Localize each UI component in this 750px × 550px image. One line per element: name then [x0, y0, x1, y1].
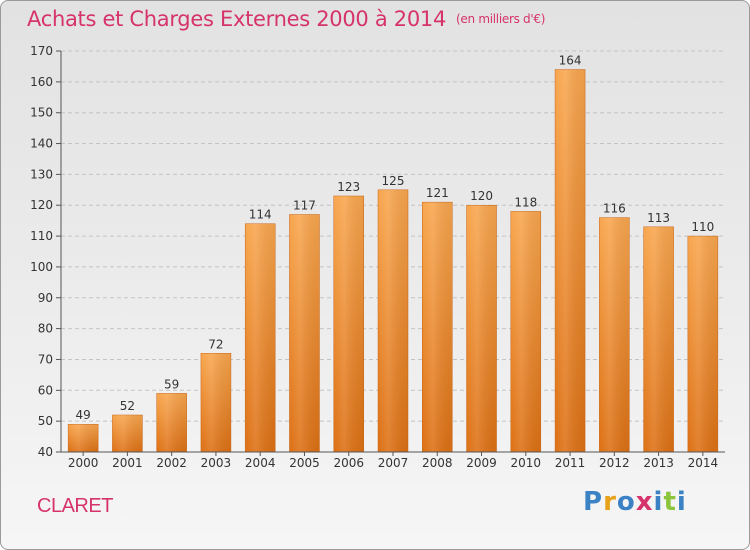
value-label-2003: 72 — [208, 337, 223, 351]
labels-layer: 49 2000 52 2001 59 2002 72 2003 114 2004 117 2005 12… — [68, 54, 718, 470]
bar-shine-2005 — [289, 214, 320, 452]
proxiti-logo[interactable]: Proxiti — [583, 487, 687, 517]
logo-letter: o — [616, 487, 636, 517]
y-tick-label-130: 130 — [30, 167, 53, 181]
bar-shine-2002 — [156, 393, 187, 452]
bar-shine-2010 — [510, 211, 541, 452]
bar-shine-2013 — [643, 226, 674, 452]
x-tick-label-2001: 2001 — [112, 456, 143, 470]
logo-letter: t — [663, 487, 677, 517]
y-tick-label-70: 70 — [38, 352, 53, 366]
value-label-2009: 120 — [470, 189, 493, 203]
value-label-2002: 59 — [164, 377, 179, 391]
place-name: CLARET — [37, 495, 113, 517]
bar-shine-2014 — [687, 236, 718, 452]
value-label-2012: 116 — [603, 202, 626, 216]
x-tick-label-2008: 2008 — [422, 456, 453, 470]
y-tick-label-120: 120 — [30, 198, 53, 212]
y-tick-label-90: 90 — [38, 291, 53, 305]
x-tick-label-2006: 2006 — [333, 456, 364, 470]
axis-layer: 40 50 60 70 80 90 100 110 120 130 140 150 160 170 — [30, 44, 725, 459]
x-tick-label-2011: 2011 — [555, 456, 586, 470]
value-label-2010: 118 — [514, 195, 537, 209]
y-tick-label-60: 60 — [38, 383, 53, 397]
bar-shine-2009 — [466, 205, 497, 452]
logo-letter: P — [583, 487, 604, 517]
value-label-2006: 123 — [337, 180, 360, 194]
x-tick-label-2007: 2007 — [378, 456, 409, 470]
chart-unit: (en milliers d'€) — [456, 12, 546, 26]
bar-shine-2007 — [378, 189, 408, 453]
y-tick-label-140: 140 — [30, 137, 53, 151]
x-tick-label-2005: 2005 — [289, 456, 320, 470]
value-label-2014: 110 — [691, 220, 714, 234]
value-label-2008: 121 — [426, 186, 449, 200]
x-tick-label-2000: 2000 — [68, 456, 99, 470]
x-tick-label-2002: 2002 — [156, 456, 187, 470]
bar-shine-2006 — [333, 195, 364, 452]
bar-shine-2008 — [422, 202, 453, 452]
bars-layer — [67, 69, 719, 453]
bar-shine-2000 — [68, 424, 99, 452]
y-tick-label-50: 50 — [38, 414, 53, 428]
x-tick-label-2013: 2013 — [643, 456, 674, 470]
x-tick-label-2004: 2004 — [245, 456, 276, 470]
logo-letter: i — [653, 487, 664, 517]
y-tick-label-40: 40 — [38, 445, 53, 459]
x-tick-label-2010: 2010 — [511, 456, 542, 470]
value-label-2001: 52 — [120, 399, 135, 413]
x-tick-label-2003: 2003 — [201, 456, 232, 470]
y-tick-label-170: 170 — [30, 44, 53, 58]
bar-shine-2004 — [245, 223, 276, 452]
value-label-2000: 49 — [75, 408, 90, 422]
value-label-2005: 117 — [293, 198, 316, 212]
logo-letter: i — [676, 487, 687, 517]
y-tick-label-80: 80 — [38, 322, 53, 336]
value-label-2004: 114 — [249, 208, 272, 222]
bar-shine-2011 — [555, 69, 586, 452]
logo-letter: x — [635, 487, 654, 517]
y-tick-label-160: 160 — [30, 75, 53, 89]
value-label-2013: 113 — [647, 211, 670, 225]
x-tick-label-2012: 2012 — [599, 456, 630, 470]
value-label-2011: 164 — [559, 54, 582, 68]
x-tick-label-2009: 2009 — [466, 456, 497, 470]
value-label-2007: 125 — [382, 174, 405, 188]
y-tick-label-110: 110 — [30, 229, 53, 243]
bar-shine-2003 — [200, 353, 231, 452]
x-tick-label-2014: 2014 — [688, 456, 719, 470]
y-tick-label-100: 100 — [30, 260, 53, 274]
y-tick-label-150: 150 — [30, 106, 53, 120]
logo-letter: r — [603, 487, 617, 517]
chart-title-text: Achats et Charges Externes 2000 à 2014 — [27, 7, 447, 31]
bar-shine-2012 — [599, 217, 630, 452]
chart-title: Achats et Charges Externes 2000 à 2014 (e… — [27, 7, 545, 31]
bar-shine-2001 — [112, 414, 143, 452]
